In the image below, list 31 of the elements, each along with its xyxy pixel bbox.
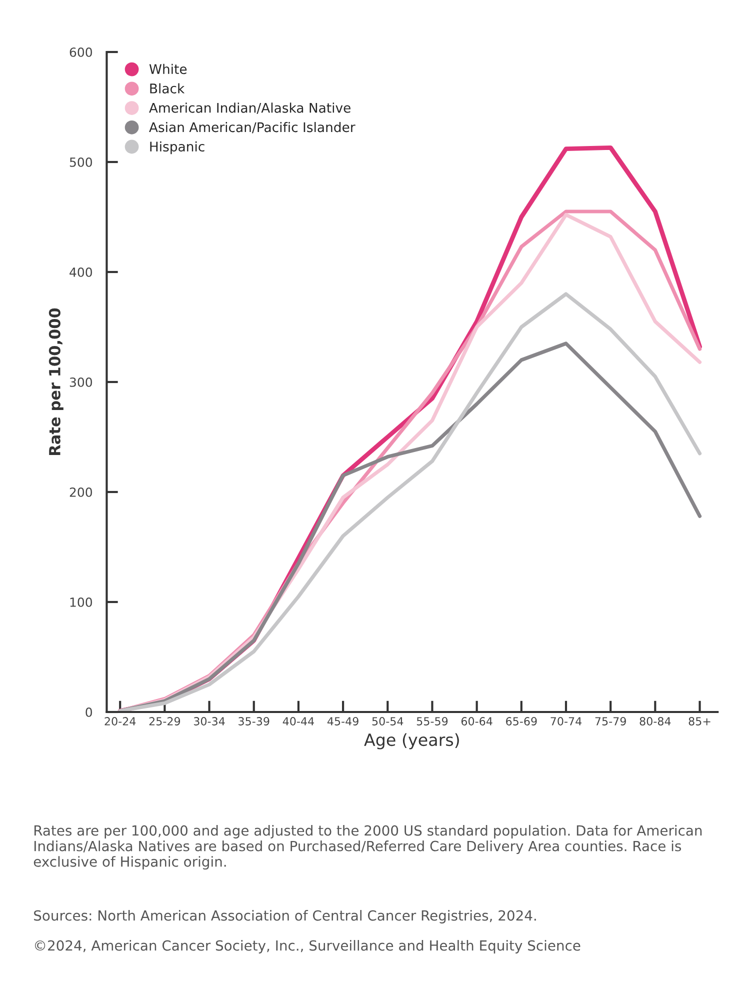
text: ©2024, American Cancer Society, Inc., Surveillance and Health Equity Science <box>35 940 580 954</box>
text: Rates are per 100,000 and age adjusted to the 2000 US standard population. Data for American Indians/Alaska Natives are based on Purchased/Referred Care Delivery Area counties. Race is exclusive of Hispanic origin. <box>34 825 702 870</box>
legend-label: Hispanic <box>150 141 204 154</box>
x-tick-label: 25-29 <box>149 717 180 726</box>
x-tick-label: 70-74 <box>550 717 582 726</box>
y-tick-label: 100 <box>70 597 92 607</box>
y-axis-title: Rate per 100,000 <box>48 308 64 455</box>
x-tick-label: 45-49 <box>327 717 358 726</box>
x-tick-label: 85+ <box>688 717 710 726</box>
x-tick-label: 20-24 <box>104 717 136 726</box>
x-tick-label: 50-54 <box>372 717 404 726</box>
x-tick-label: 40-44 <box>282 717 314 726</box>
source-note: Sources: North American Association of Central Cancer Registries, 2024. <box>34 910 536 924</box>
y-tick-label: 200 <box>70 487 92 497</box>
legend-label: Black <box>150 83 185 94</box>
x-axis-title: Age (years) <box>364 733 459 750</box>
y-tick-label: 600 <box>70 47 92 57</box>
y-tick-label: 500 <box>70 157 92 167</box>
legend-label: Asian American/Pacific Islander <box>149 122 356 134</box>
x-tick-label: 35-39 <box>238 717 270 726</box>
legend-label: American Indian/Alaska Native <box>149 102 350 114</box>
x-tick-label: 75-79 <box>595 717 626 726</box>
legend-label: White <box>149 64 187 74</box>
x-tick-label: 60-64 <box>461 717 492 726</box>
y-tick-label: 300 <box>70 377 92 387</box>
x-tick-label: 80-84 <box>640 717 671 726</box>
y-tick-label: 400 <box>70 267 92 277</box>
x-tick-label: 55-59 <box>416 717 448 726</box>
y-tick-label: 0 <box>86 707 92 717</box>
x-tick-label: 30-34 <box>194 717 225 726</box>
x-tick-label: 65-69 <box>506 717 537 726</box>
